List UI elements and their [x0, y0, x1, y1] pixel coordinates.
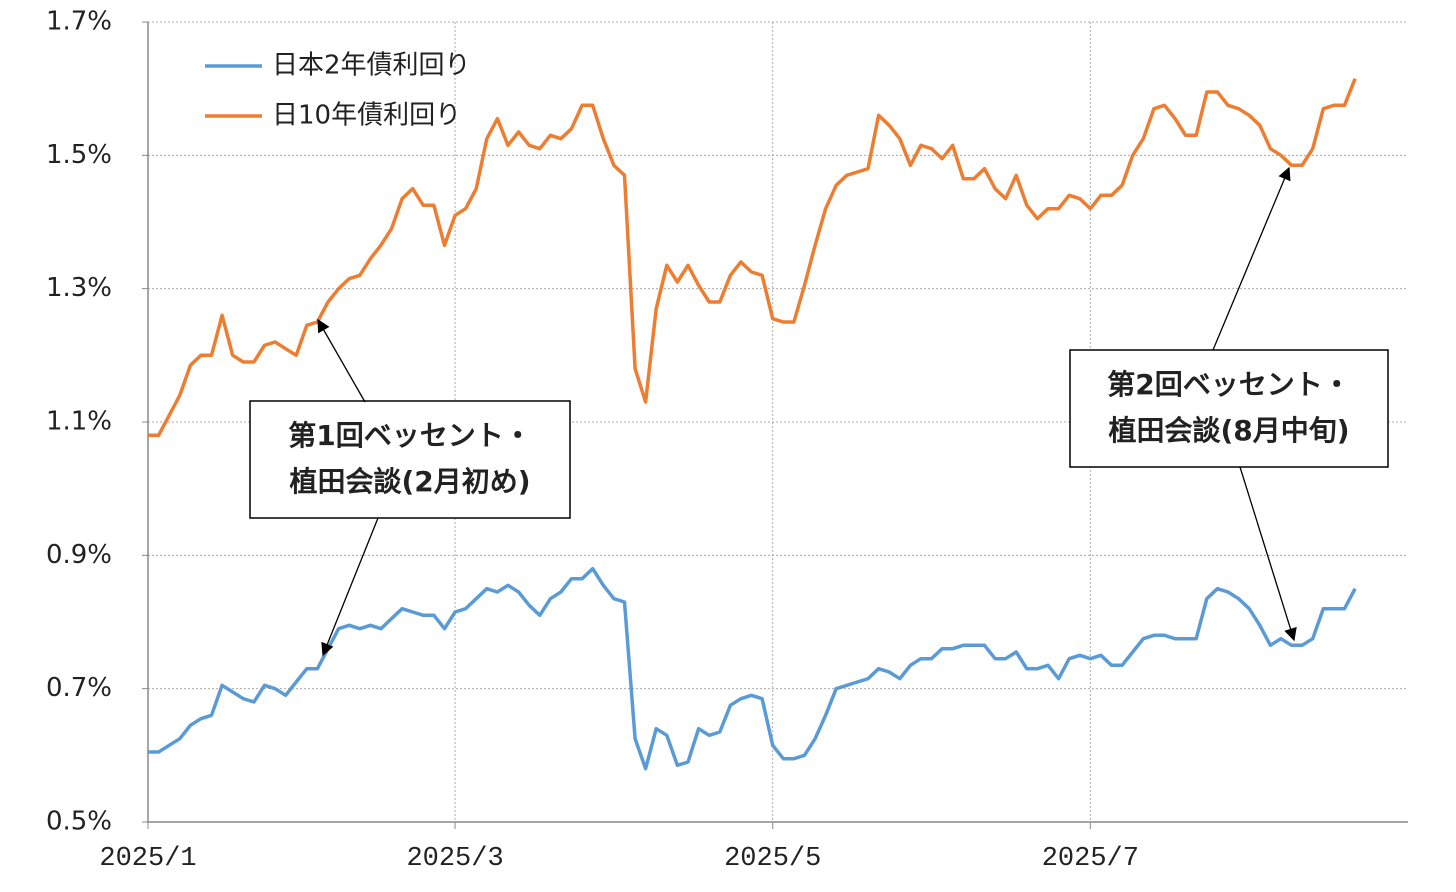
annotation-arrow — [317, 318, 366, 403]
y-tick-label: 0.7% — [46, 673, 112, 703]
y-tick-label: 1.7% — [46, 7, 112, 37]
annotation-text: 第1回ベッセント・ — [288, 419, 531, 452]
annotation-text: 第2回ベッセント・ — [1107, 368, 1350, 401]
annotation-text: 植田会談(8月中旬) — [1108, 414, 1349, 447]
annotation-arrow — [321, 517, 379, 657]
y-tick-label: 1.3% — [46, 273, 112, 303]
x-tick-label: 2025/3 — [406, 844, 503, 874]
annotation-box — [249, 400, 571, 519]
annotation-text: 植田会談(2月初め) — [289, 465, 530, 498]
legend-label: 日本2年債利回り — [272, 51, 471, 81]
annotation-arrow — [1239, 466, 1297, 642]
annotation-box — [1069, 349, 1389, 468]
annotation-arrow — [1212, 166, 1291, 351]
series-line — [148, 78, 1357, 438]
y-tick-label: 0.5% — [46, 807, 112, 837]
series-line — [148, 566, 1357, 771]
x-tick-label: 2025/1 — [99, 844, 196, 874]
y-tick-label: 0.9% — [46, 540, 112, 570]
y-tick-label: 1.5% — [46, 140, 112, 170]
x-tick-label: 2025/5 — [724, 844, 821, 874]
y-tick-label: 1.1% — [46, 407, 112, 437]
legend-label: 日10年債利回り — [272, 101, 461, 131]
x-tick-label: 2025/7 — [1042, 844, 1139, 874]
